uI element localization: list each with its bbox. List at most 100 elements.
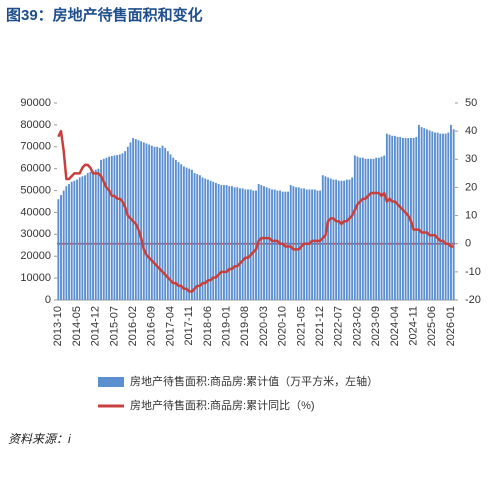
bar xyxy=(217,183,220,300)
bar xyxy=(137,140,140,300)
bar xyxy=(110,155,113,300)
bar xyxy=(121,153,124,300)
bar xyxy=(335,179,338,300)
bar xyxy=(361,157,364,300)
bar xyxy=(92,170,94,300)
bar xyxy=(105,157,108,300)
bar xyxy=(129,142,132,300)
bar xyxy=(225,185,228,300)
bar xyxy=(86,173,89,300)
bar xyxy=(150,145,153,300)
x-tick-label: 2024-11 xyxy=(408,306,420,346)
bar xyxy=(188,168,191,300)
line xyxy=(57,129,454,293)
bar xyxy=(76,179,78,300)
bar xyxy=(447,132,450,300)
y-tick-label: 60000 xyxy=(20,163,51,175)
bar xyxy=(295,187,298,300)
x-tick-label: 2026-01 xyxy=(445,306,457,346)
bar xyxy=(182,166,185,300)
x-tick-label: 2021-12 xyxy=(314,306,326,346)
bar xyxy=(206,179,209,300)
bar xyxy=(169,154,172,300)
bar xyxy=(369,158,372,300)
bar xyxy=(223,185,225,300)
bar xyxy=(383,155,386,300)
bar xyxy=(399,136,402,300)
bar xyxy=(190,169,193,300)
bar xyxy=(356,156,359,300)
bar xyxy=(431,131,434,300)
bar xyxy=(367,158,370,300)
bar xyxy=(343,180,346,300)
bar xyxy=(415,136,418,300)
bar xyxy=(134,139,137,300)
bar xyxy=(78,177,81,300)
y-tick-label: 90000 xyxy=(20,97,51,109)
bar xyxy=(126,146,129,300)
bar xyxy=(233,187,236,300)
bar xyxy=(161,145,164,300)
bar xyxy=(407,138,410,300)
bar xyxy=(353,155,356,300)
bar xyxy=(198,175,201,300)
y-tick-label: 0 xyxy=(45,294,51,306)
bar xyxy=(60,194,62,300)
bar xyxy=(332,179,335,300)
legend-label: 房地产待售面积:商品房:累计值（万平方米，左轴） xyxy=(130,374,378,388)
bar xyxy=(436,132,439,300)
x-tick-label: 2014-05 xyxy=(71,306,83,346)
bar xyxy=(166,151,169,300)
bar xyxy=(89,171,92,300)
bar xyxy=(239,188,241,300)
bar xyxy=(100,159,103,300)
bar xyxy=(247,189,249,300)
bar xyxy=(385,133,388,300)
bar xyxy=(68,183,70,300)
bar xyxy=(260,185,263,300)
bar xyxy=(393,135,396,300)
y-tick-label: 40000 xyxy=(20,206,51,218)
x-tick-label: 2020-10 xyxy=(277,306,289,346)
bar xyxy=(439,133,442,300)
bar xyxy=(209,180,212,300)
bar xyxy=(214,182,217,300)
bar xyxy=(70,181,73,300)
bar xyxy=(201,177,204,300)
y2-tick-label: -20 xyxy=(465,294,481,306)
bar xyxy=(316,190,319,300)
x-tick-label: 2025-06 xyxy=(426,306,438,346)
bar xyxy=(391,135,394,300)
bar xyxy=(300,188,303,300)
bar xyxy=(158,147,161,300)
bar xyxy=(348,179,351,300)
bar xyxy=(297,187,300,300)
bar xyxy=(180,164,183,300)
bar xyxy=(426,129,428,300)
bar xyxy=(97,168,100,300)
bar xyxy=(263,186,265,300)
bar xyxy=(351,177,354,300)
bar xyxy=(265,187,268,300)
bar xyxy=(132,138,135,300)
x-tick-label: 2019-08 xyxy=(239,306,251,346)
bar xyxy=(450,124,452,300)
bar xyxy=(340,180,343,300)
x-tick-label: 2015-07 xyxy=(108,306,120,346)
x-tick-label: 2016-02 xyxy=(127,306,139,346)
bar xyxy=(452,129,455,300)
bar xyxy=(196,174,199,300)
x-tick-label: 2017-11 xyxy=(183,306,195,346)
bar xyxy=(73,180,76,300)
bar xyxy=(174,159,177,300)
bar xyxy=(220,185,223,300)
bar xyxy=(380,156,383,300)
bar xyxy=(140,141,143,300)
bar xyxy=(102,158,105,300)
x-tick-label: 2016-09 xyxy=(146,306,158,346)
bar xyxy=(289,185,292,300)
bar xyxy=(94,169,97,300)
bar xyxy=(418,124,420,300)
x-tick-label: 2020-03 xyxy=(258,306,270,346)
